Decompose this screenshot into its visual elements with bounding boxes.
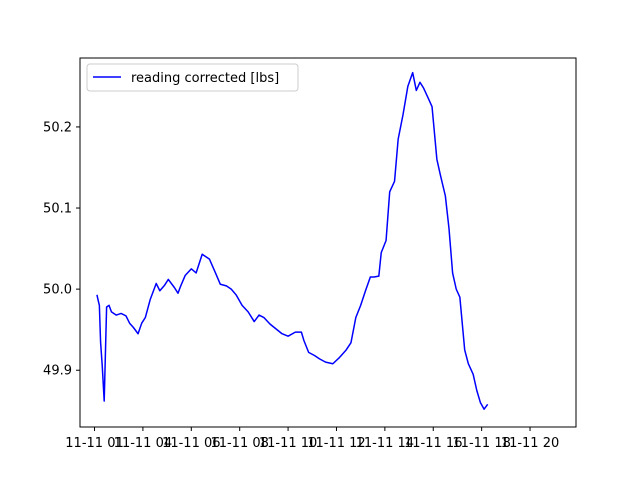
x-tick-label: 11-11 16 <box>404 436 462 451</box>
y-tick-label: 50.2 <box>43 120 72 135</box>
legend-label: reading corrected [lbs] <box>131 71 279 86</box>
x-tick-label: 11-11 08 <box>210 436 268 451</box>
x-tick-label: 11-11 01 <box>65 436 123 451</box>
x-tick-label: 11-11 14 <box>356 436 414 451</box>
y-tick-label: 50.0 <box>43 283 72 298</box>
x-tick-label: 11-11 12 <box>307 436 365 451</box>
x-tick-label: 11-11 10 <box>259 436 317 451</box>
y-axis: 49.9 50.0 50.1 50.2 <box>43 120 80 379</box>
axes-frame <box>79 57 577 428</box>
y-tick-label: 50.1 <box>43 202 72 217</box>
x-tick-label: 11-11 04 <box>114 436 172 451</box>
x-tick-label: 11-11 20 <box>501 436 559 451</box>
plot-area <box>96 71 489 410</box>
legend-box <box>86 63 299 92</box>
legend: reading corrected [lbs] <box>86 63 299 92</box>
series-line-reading-corrected <box>96 71 489 410</box>
x-tick-label: 11-11 06 <box>162 436 220 451</box>
y-tick-label: 49.9 <box>43 364 72 379</box>
x-tick-label: 11-11 18 <box>452 436 510 451</box>
